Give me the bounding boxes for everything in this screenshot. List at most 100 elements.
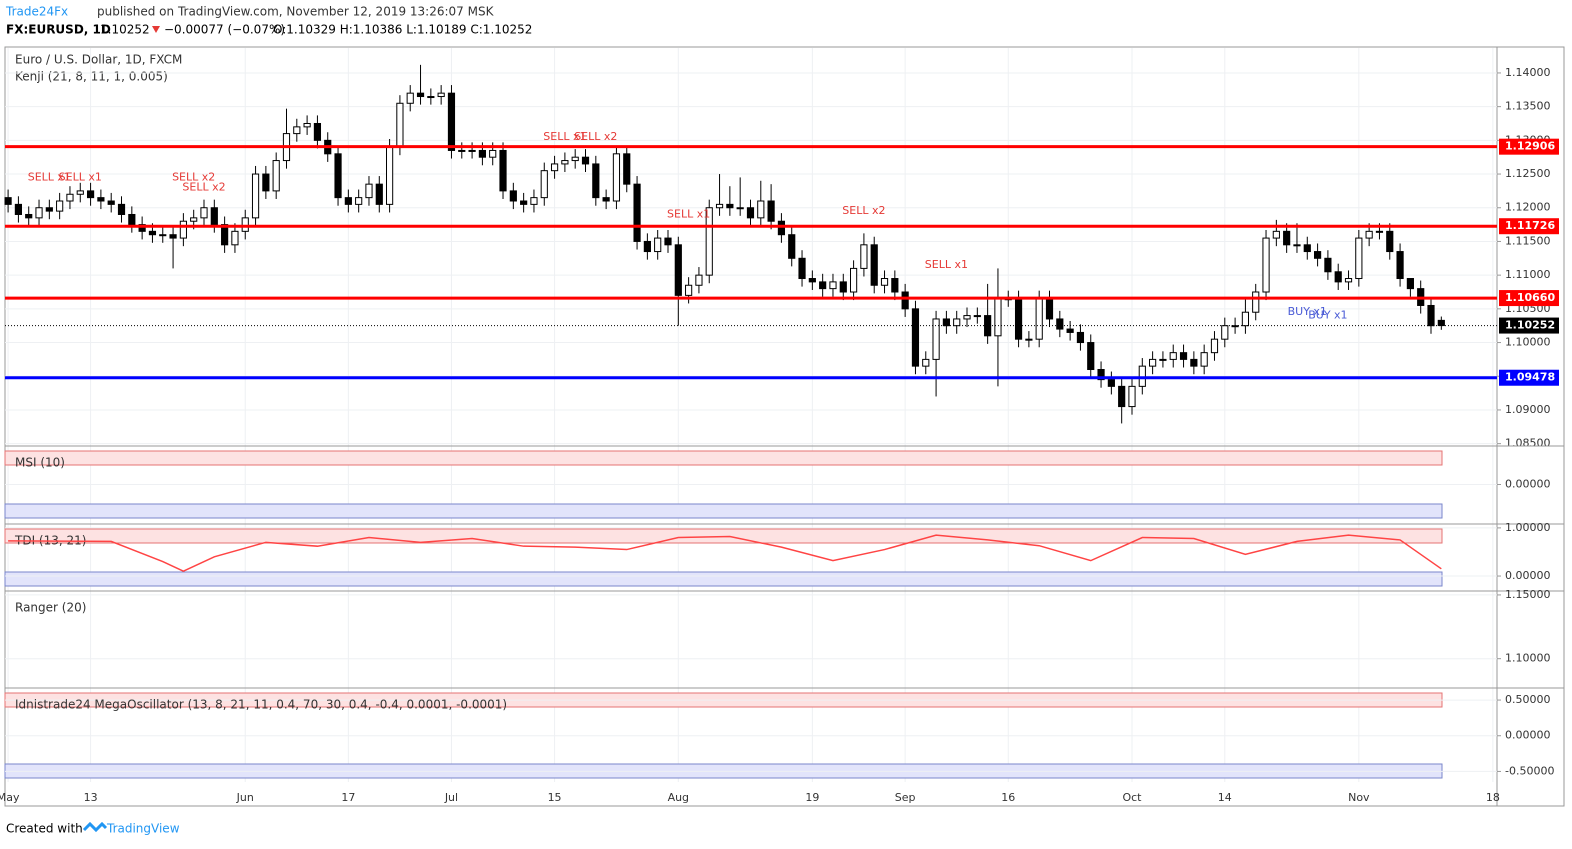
level-label: 1.11726 [1505, 219, 1555, 232]
candle-body [767, 200, 775, 222]
candle-body [1159, 358, 1167, 361]
upper-band [4, 450, 1443, 466]
symbol: FX:EURUSD, 1D [6, 23, 111, 37]
candle-body [581, 156, 590, 165]
candle-body [1386, 230, 1394, 253]
candle-body [819, 281, 827, 290]
candle-body [344, 197, 352, 205]
x-tick-label: 15 [548, 791, 562, 804]
y-tick-label: 1.10000 [1505, 336, 1551, 349]
candle-body [746, 207, 755, 219]
candle-body [1365, 230, 1373, 239]
candle-body [293, 126, 301, 135]
candle-body [159, 234, 167, 237]
candle-body [561, 160, 569, 165]
candle-body [695, 274, 703, 286]
candle-body [1045, 298, 1054, 320]
x-tick-label: 18 [1486, 791, 1500, 804]
signal-label: SELL x2 [842, 204, 885, 217]
candle-body [1190, 358, 1198, 367]
candle-body [788, 234, 796, 259]
candle-body [427, 96, 435, 99]
candle-body [416, 92, 425, 98]
y-tick-label: 1.14000 [1505, 66, 1551, 79]
candle-body [1107, 379, 1115, 387]
y-tick-label: 1.13500 [1505, 100, 1551, 113]
signal-label: SELL x1 [925, 258, 968, 271]
signal-label: SELL x1 [28, 170, 71, 183]
candle-body [1118, 385, 1126, 408]
candle-body [994, 298, 1002, 337]
candle-body [685, 284, 693, 296]
down-icon [152, 26, 160, 33]
candle-body [654, 237, 662, 253]
candle-body [66, 193, 74, 202]
candle-body [396, 102, 404, 148]
candle-body [4, 197, 12, 205]
candle-body [76, 190, 84, 195]
candle-body [210, 207, 218, 226]
candle-body [437, 92, 445, 98]
candle-body [35, 207, 43, 219]
candle-body [478, 149, 486, 158]
candle-body [592, 163, 600, 199]
candle-body [715, 203, 724, 209]
candle-body [808, 278, 816, 283]
x-tick-label: 17 [341, 791, 355, 804]
chart-title: Euro / U.S. Dollar, 1D, FXCM [15, 53, 182, 67]
candle-body [56, 200, 64, 212]
candle-body [664, 237, 672, 246]
candle-body [705, 207, 713, 276]
candle-body [241, 217, 249, 232]
candle-body [406, 92, 414, 104]
x-tick-label: 13 [84, 791, 98, 804]
candle-body [148, 230, 157, 236]
footer-brand[interactable]: TradingView [106, 822, 180, 836]
y-tick-label: 1.09000 [1505, 403, 1551, 416]
candle-body [550, 163, 559, 172]
level-label-bg [1499, 290, 1559, 307]
y-tick-label: 1.12500 [1505, 167, 1551, 180]
candle-body [911, 308, 920, 367]
candle-body [499, 149, 507, 192]
candle-body [303, 122, 311, 128]
candle-body [25, 213, 33, 219]
level-label: 1.09478 [1505, 371, 1555, 384]
candle-body [643, 240, 651, 253]
candle-body [1097, 369, 1105, 381]
x-tick-label: Oct [1122, 791, 1142, 804]
signal-label: SELL x2 [172, 170, 215, 183]
candle-body [1324, 257, 1332, 273]
candle-body [45, 207, 53, 212]
level-label: 1.10660 [1505, 291, 1555, 304]
candle-body [117, 203, 126, 215]
candle-body [571, 156, 579, 162]
candle-body [231, 230, 239, 246]
candle-body [973, 315, 981, 318]
change: −0.00077 (−0.07%) [164, 23, 285, 37]
candle-body [1179, 352, 1188, 360]
candle-body [1396, 251, 1404, 280]
candle-body [262, 173, 270, 192]
level-label-bg [1499, 218, 1559, 235]
tv-logo [82, 821, 108, 833]
candle-body [1210, 338, 1219, 354]
candle-body [138, 224, 146, 232]
candle-body [1303, 244, 1311, 253]
published: published on TradingView.com, November 1… [97, 5, 495, 19]
x-tick-label: Nov [1348, 791, 1370, 804]
author[interactable]: Trade24Fx [5, 5, 68, 19]
x-tick-label: May [0, 791, 20, 804]
last-label-bg [1499, 317, 1559, 334]
candle-body [829, 281, 837, 290]
candle-body [14, 203, 22, 215]
signal-label: BUY x1 [1288, 305, 1327, 318]
candle-body [1221, 325, 1229, 340]
y-tick-label: 0.50000 [1505, 693, 1551, 706]
candle-body [850, 267, 858, 293]
candle-body [953, 318, 961, 327]
candle-body [1241, 311, 1250, 327]
candle-body [375, 183, 383, 205]
